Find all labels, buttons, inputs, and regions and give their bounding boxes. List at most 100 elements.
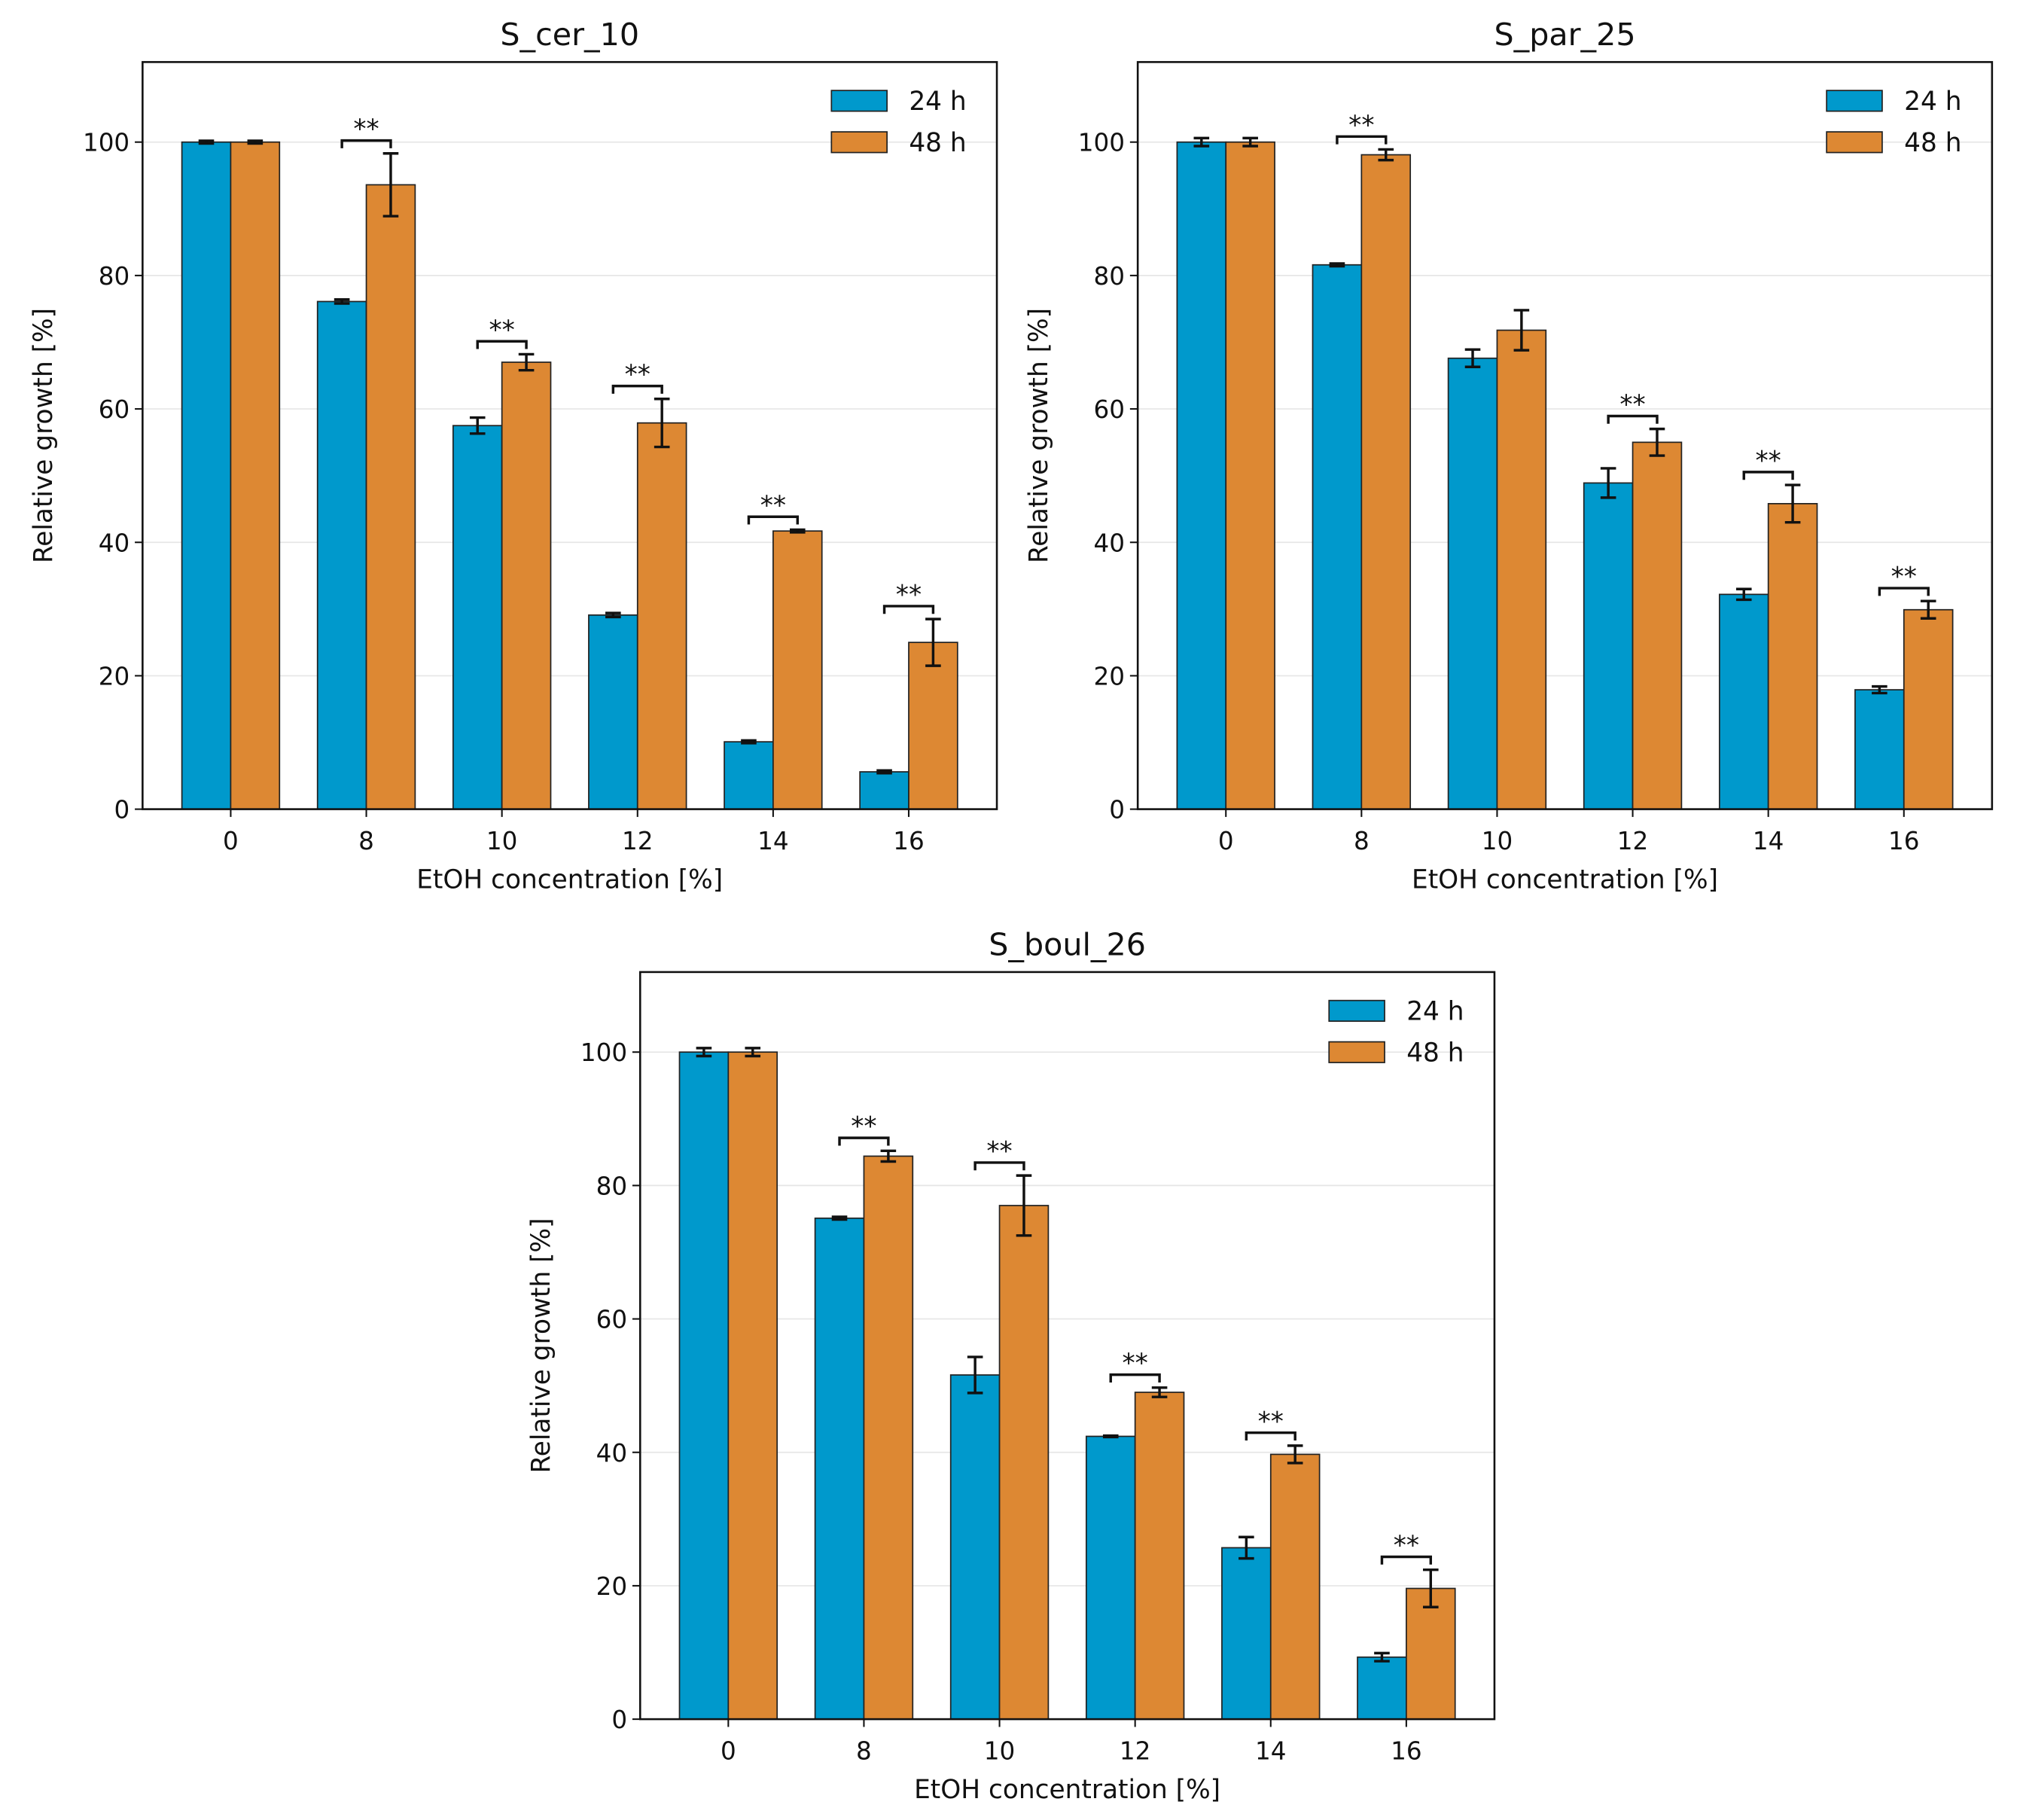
y-tick-label: 100 [1078,129,1125,157]
significance-label: ** [353,114,379,145]
x-tick-label: 16 [1888,827,1920,855]
legend-swatch-48h [830,131,888,154]
significance-bracket [1109,1373,1161,1383]
bar-48h [863,1155,914,1720]
y-tick-label: 40 [1093,529,1125,557]
significance-bracket [838,1136,890,1146]
significance-label: ** [1891,562,1917,593]
x-tick-label: 14 [1753,827,1784,855]
x-tick-label: 14 [1255,1736,1287,1765]
legend-label: 48 h [909,128,966,158]
bar-24h [678,1051,730,1720]
y-axis-label: Relative growth [%] [29,308,59,563]
bar-48h [908,642,958,810]
bar-24h [1854,689,1905,810]
significance-bracket [1607,414,1659,424]
chart-panel: 0 20 40 60 80 100 ** ** ** ** 0 8 10 12 14 16 S_par_25 Et… [1024,17,1994,895]
bar-48h [230,141,281,810]
significance-bracket [747,515,800,525]
significance-bracket [973,1161,1025,1171]
legend-swatch-24h [1826,90,1883,112]
legend-label: 48 h [1406,1038,1464,1068]
y-tick-label: 80 [596,1172,628,1200]
x-axis-label: EtOH concentration [%] [914,1775,1220,1805]
bar-48h [1134,1392,1185,1720]
y-tick-label: 40 [99,529,130,557]
legend-swatch-48h [1328,1041,1385,1063]
significance-label: ** [760,491,786,521]
significance-label: ** [1756,446,1781,476]
bar-24h [724,741,774,810]
bar-48h [1269,1453,1321,1720]
significance-label: ** [625,360,650,390]
y-tick-label: 60 [1093,395,1125,424]
bar-48h [365,184,416,810]
plot-frame [142,61,998,810]
x-tick-label: 12 [622,827,654,855]
y-tick-label: 60 [99,395,130,424]
significance-label: ** [489,316,514,346]
significance-bracket [611,384,663,394]
bar-24h [452,425,503,810]
y-tick-label: 0 [611,1706,627,1734]
bar-24h [1176,141,1227,810]
x-axis-label: EtOH concentration [%] [1412,864,1718,895]
legend-label: 24 h [1406,996,1464,1026]
bar-48h [1632,441,1683,810]
bar-48h [1496,329,1547,810]
x-tick-label: 8 [856,1736,872,1765]
x-tick-label: 10 [984,1736,1016,1765]
legend-label: 48 h [1904,128,1961,158]
bar-24h [859,771,909,810]
significance-bracket [1742,471,1794,480]
y-tick-label: 20 [1093,662,1125,691]
x-tick-label: 0 [223,827,239,855]
bar-48h [636,422,687,810]
legend: 24 h 48 h [1328,996,1464,1068]
significance-bracket [882,605,935,614]
x-tick-label: 12 [1617,827,1649,855]
legend-swatch-48h [1826,131,1883,154]
chart-title: S_boul_26 [989,927,1146,963]
bar-24h [1221,1547,1272,1720]
x-tick-label: 10 [486,827,518,855]
chart-title: S_par_25 [1494,17,1635,53]
bar-48h [501,361,552,810]
bar-24h [1085,1435,1136,1720]
legend-swatch-24h [1328,999,1385,1022]
bar-48h [727,1051,778,1720]
y-tick-label: 100 [580,1038,627,1067]
x-tick-label: 14 [757,827,789,855]
chart-title: S_cer_10 [500,17,639,53]
significance-label: ** [851,1112,876,1142]
bar-24h [316,300,367,810]
significance-label: ** [1122,1349,1147,1379]
significance-bracket [1380,1555,1433,1565]
y-tick-label: 100 [83,129,129,157]
x-tick-label: 16 [893,827,925,855]
x-tick-label: 10 [1482,827,1513,855]
bar-48h [1903,608,1954,810]
y-tick-label: 20 [596,1572,628,1601]
significance-label: ** [1394,1531,1419,1561]
significance-label: ** [1258,1407,1284,1437]
plot-frame [638,971,1496,1721]
y-tick-label: 0 [1109,796,1125,825]
y-axis-label: Relative growth [%] [526,1218,556,1473]
bar-24h [1718,593,1769,810]
chart-panel: 0 20 40 60 80 100 ** ** ** ** ** 0 8 10 12 14 16 S_boul_2… [526,927,1496,1805]
significance-bracket [1336,135,1388,145]
significance-bracket [340,139,392,148]
y-tick-label: 0 [114,796,129,825]
y-tick-label: 20 [99,662,130,691]
x-tick-label: 8 [358,827,374,855]
significance-label: ** [986,1136,1012,1166]
legend-label: 24 h [909,87,966,117]
bar-48h [1225,141,1275,810]
bar-48h [998,1205,1050,1720]
y-tick-label: 60 [596,1306,628,1334]
bar-24h [1447,357,1498,810]
y-tick-label: 80 [99,262,130,291]
significance-bracket [1878,587,1930,596]
